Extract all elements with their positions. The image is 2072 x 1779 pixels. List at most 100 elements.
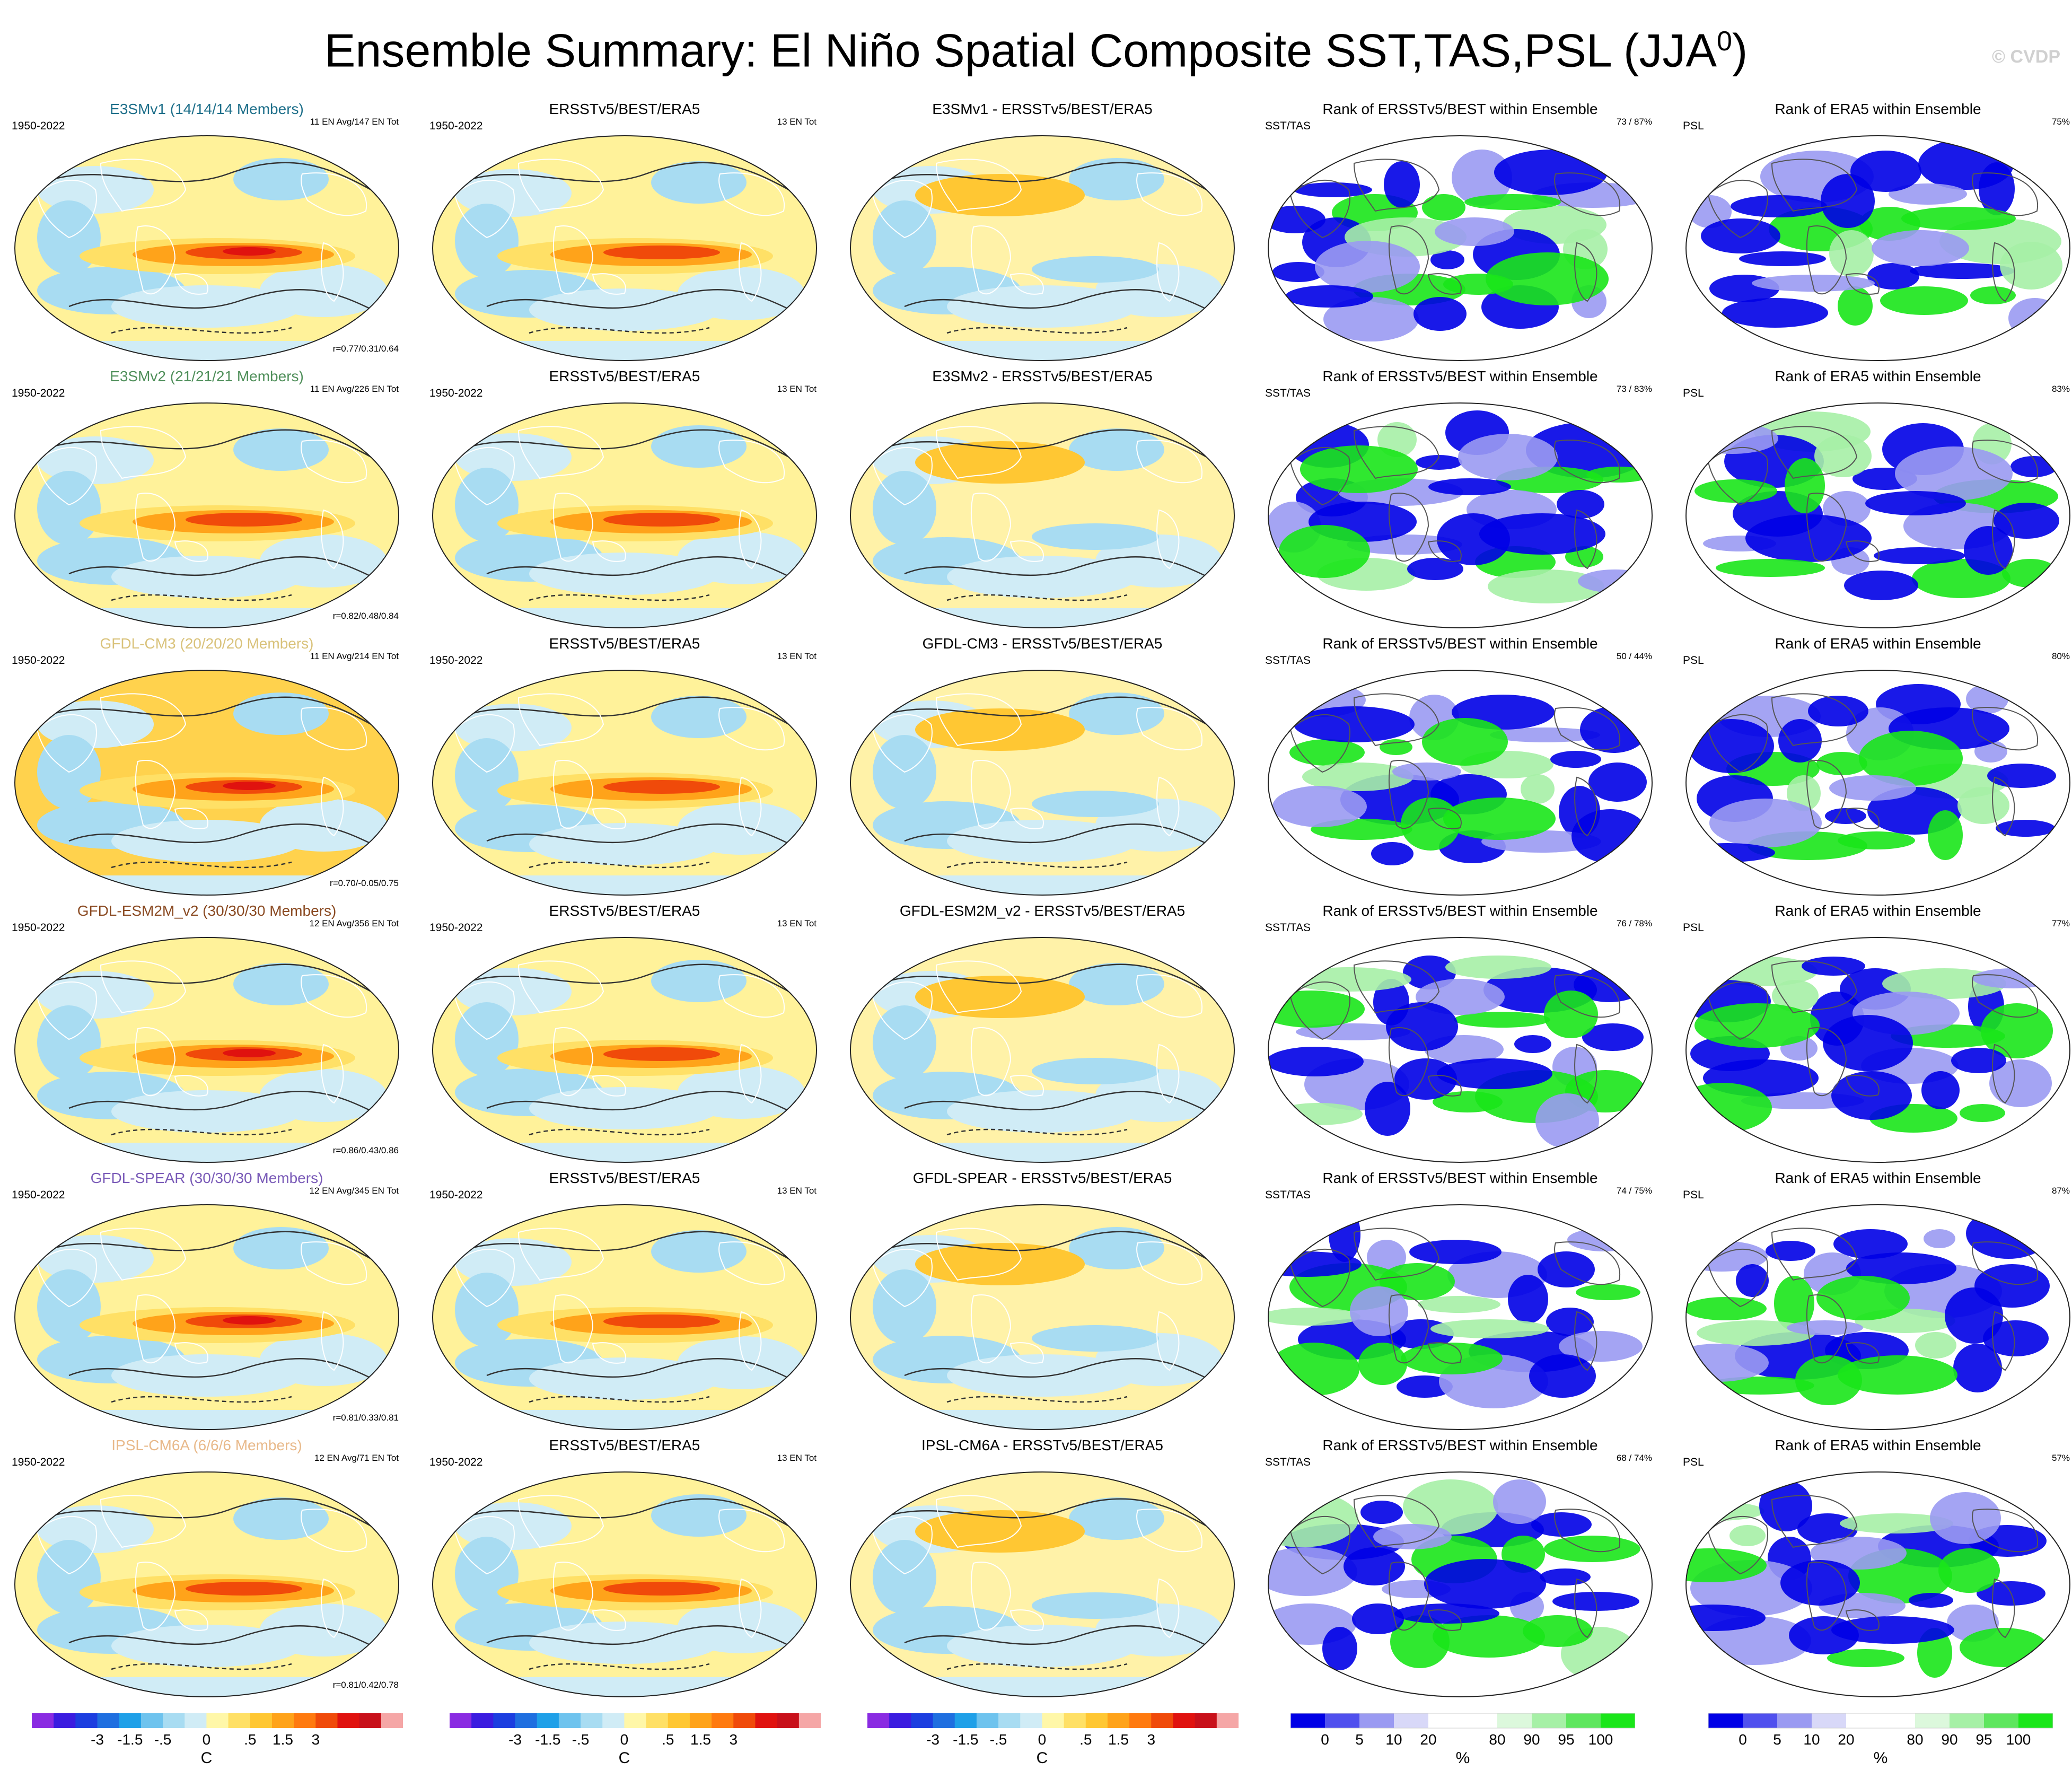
colorbar-swatch <box>1915 1713 1950 1728</box>
colorbar-swatch <box>1195 1713 1217 1728</box>
continent-outline <box>970 225 1012 295</box>
rank-blob <box>1825 808 1866 824</box>
warm-max <box>223 247 276 256</box>
psl-contour-dashed <box>111 861 292 869</box>
map-border <box>14 1204 399 1430</box>
psl-contour <box>52 1498 372 1527</box>
rank-blob <box>1709 799 1822 847</box>
obs-map <box>432 670 817 896</box>
rank-blob <box>1983 1320 2049 1356</box>
cool-anomaly <box>651 1230 747 1273</box>
cool-anomaly <box>1069 158 1164 200</box>
continent-outline <box>1707 981 1768 1040</box>
continent-outline <box>1009 540 1044 562</box>
panel-stat-label: 73 / 83% <box>1616 384 1652 394</box>
colorbar-swatch <box>1601 1713 1635 1728</box>
colorbar-tick-label: 1.5 <box>273 1731 293 1748</box>
psl-contour-dashed <box>529 1128 710 1136</box>
map-border <box>1685 1204 2070 1430</box>
map-border <box>14 670 399 896</box>
colorbar-swatch <box>185 1713 207 1728</box>
rank-colorbar: 0 5 10 20 80 90 95 100% <box>1682 1710 2072 1774</box>
colorbar-unit: % <box>1873 1749 1888 1767</box>
colorbar-tick-label: 3 <box>729 1731 738 1748</box>
continent-outline <box>935 426 1022 479</box>
rank-map <box>1685 1204 2070 1430</box>
continent-outline <box>592 1075 626 1097</box>
psl-contour-dashed <box>529 861 710 869</box>
rank-blob <box>1960 1628 2048 1667</box>
rank-blob <box>1490 728 1600 742</box>
diff-warm <box>915 1510 1085 1553</box>
colorbar-swatch <box>1428 1713 1463 1728</box>
map-border <box>1268 1204 1653 1430</box>
continent-outline <box>1992 1311 2015 1371</box>
colorbar-swatch <box>141 1713 163 1728</box>
continent-outline <box>552 760 594 829</box>
continent-outline <box>174 1342 208 1364</box>
rank-blob <box>1966 1208 2051 1259</box>
colorbar-swatch <box>471 1713 494 1728</box>
colorbar-swatch <box>933 1713 955 1728</box>
pattern-correlation: r=0.81/0.42/0.78 <box>332 1680 399 1690</box>
panel-period-label: PSL <box>1683 922 1704 934</box>
colorbar-swatch <box>1743 1713 1778 1728</box>
cool-anomaly <box>651 425 747 468</box>
colorbar-frame <box>1708 1713 2053 1729</box>
continent-outline <box>1353 960 1440 1014</box>
colorbar-swatch <box>493 1713 516 1728</box>
panel-period-label: 1950-2022 <box>12 922 65 934</box>
continent-outline <box>36 981 97 1040</box>
rank-blob <box>1924 1229 1955 1248</box>
colorbar-swatch <box>381 1713 403 1728</box>
rank-blob <box>1586 467 1651 483</box>
panel-title: Rank of ERSSTv5/BEST within Ensemble <box>1322 1437 1598 1453</box>
rank-blob <box>1535 1093 1599 1149</box>
colorbar-unit: % <box>1455 1749 1470 1767</box>
colorbar-swatch <box>1290 1713 1325 1728</box>
map-panel: ERSSTv5/BEST/ERA5 1950-2022 13 EN Tot <box>423 1170 826 1435</box>
panel-title: Rank of ERA5 within Ensemble <box>1775 635 1981 652</box>
rank-blob <box>1294 706 1415 742</box>
cool-anomaly <box>651 696 747 738</box>
rank-blob <box>1774 1276 1814 1331</box>
rank-blob <box>1279 525 1370 578</box>
continent-outline <box>552 1294 594 1364</box>
cool-anomaly <box>233 1497 329 1540</box>
panel-period-label: 1950-2022 <box>429 120 483 132</box>
rank-blob <box>1322 1627 1357 1670</box>
diff-warm <box>915 708 1085 751</box>
rank-blob <box>1430 1319 1549 1338</box>
rank-blob <box>1508 1275 1548 1324</box>
panel-title: ERSSTv5/BEST/ERA5 <box>549 1170 700 1186</box>
warm-core <box>186 1582 302 1596</box>
continent-outline <box>321 1578 344 1638</box>
panel-period-label: PSL <box>1683 1189 1704 1201</box>
map-panel: Rank of ERA5 within Ensemble PSL 57% <box>1676 1437 2072 1702</box>
panel-period-label: PSL <box>1683 387 1704 399</box>
temperature-colorbar: -3 -1.5 -.5 0 .5 1.5 3 C <box>846 1710 1249 1774</box>
panel-period-label: 1950-2022 <box>429 1189 483 1201</box>
pattern-correlation: r=0.77/0.31/0.64 <box>332 344 399 354</box>
colorbar-tick-label: 80 <box>1489 1731 1506 1748</box>
continent-outline <box>1388 1562 1429 1631</box>
rank-blob <box>1695 1003 1820 1048</box>
colorbar-tick-label: -3 <box>508 1731 522 1748</box>
panel-stat-label: 50 / 44% <box>1616 651 1652 661</box>
colorbar-swatch <box>2018 1713 2053 1728</box>
continent-outline <box>454 981 515 1040</box>
continent-outline <box>1289 1515 1350 1575</box>
panel-stat-label: 57% <box>2051 1453 2070 1463</box>
rank-blob <box>1686 1083 1772 1133</box>
antarctic-band <box>850 608 1234 628</box>
psl-contour-dashed <box>946 1128 1128 1136</box>
map-panel: ERSSTv5/BEST/ERA5 1950-2022 13 EN Tot <box>423 101 826 366</box>
colorbar-unit: C <box>1036 1749 1048 1767</box>
continent-outline <box>1992 509 2015 569</box>
diff-warm <box>915 976 1085 1018</box>
colorbar-tick-label: 5 <box>1355 1731 1364 1748</box>
colorbar-swatch <box>515 1713 538 1728</box>
colorbar-swatch <box>163 1713 185 1728</box>
rank-blob <box>1272 786 1367 827</box>
colorbar-tick-label: 3 <box>311 1731 320 1748</box>
